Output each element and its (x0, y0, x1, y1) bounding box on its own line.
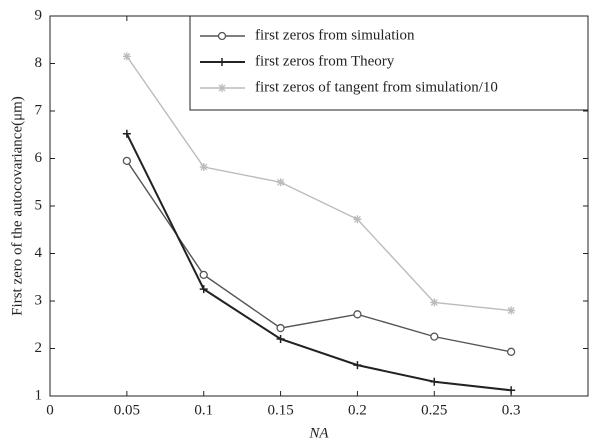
marker-plus (276, 335, 285, 343)
x-tick-label: 0.1 (194, 402, 213, 418)
x-tick-label: 0.25 (421, 402, 447, 418)
marker-plus (430, 377, 439, 386)
marker-star (353, 215, 362, 224)
series-line (125, 133, 512, 392)
legend-label: first zeros from Theory (255, 53, 395, 69)
y-tick-label: 9 (35, 7, 43, 23)
marker-circle (217, 31, 227, 41)
y-tick-label: 7 (35, 102, 43, 118)
y-tick-label: 3 (35, 292, 43, 308)
marker-plus (199, 285, 208, 294)
marker (218, 84, 226, 92)
marker (218, 58, 226, 66)
y-tick-label: 4 (35, 245, 43, 261)
marker-star (430, 298, 439, 307)
marker (430, 332, 439, 341)
legend-box (189, 15, 589, 111)
marker-circle (122, 156, 132, 166)
marker (507, 306, 516, 315)
marker (276, 178, 285, 187)
x-axis-label: NA (308, 425, 329, 441)
marker (430, 298, 439, 307)
marker (199, 163, 208, 172)
y-tick-label: 5 (35, 197, 43, 213)
y-axis-label: First zero of the autocovariance(μm) (9, 96, 25, 316)
legend-label: first zeros from simulation (255, 27, 415, 43)
marker (122, 129, 131, 138)
marker-circle (430, 332, 439, 341)
y-tick-label: 8 (35, 55, 43, 71)
marker-star (199, 163, 208, 172)
marker-circle (276, 323, 285, 333)
x-tick-label: 0.15 (267, 402, 293, 418)
marker-star (507, 306, 516, 315)
marker-plus (507, 386, 516, 395)
marker (353, 310, 362, 319)
marker (122, 156, 132, 166)
y-tick-label: 1 (35, 387, 43, 403)
marker (276, 335, 285, 343)
marker (430, 377, 439, 386)
marker-circle (199, 270, 208, 280)
marker (353, 361, 362, 370)
marker-star (276, 178, 285, 187)
marker-star (218, 84, 226, 92)
x-tick-label: 0.05 (114, 402, 140, 418)
marker-circle (353, 310, 362, 319)
marker-plus (353, 361, 362, 370)
marker (199, 270, 208, 280)
marker (507, 386, 516, 395)
x-tick-label: 0.2 (348, 402, 367, 418)
x-tick-label: 0 (46, 402, 54, 418)
marker-plus (122, 129, 131, 138)
marker-circle (506, 347, 516, 356)
y-tick-label: 2 (35, 340, 43, 356)
marker-star (122, 52, 131, 61)
marker (122, 52, 131, 61)
marker (506, 347, 516, 356)
marker (199, 285, 208, 294)
series-line (126, 160, 512, 353)
y-tick-label: 6 (35, 150, 43, 166)
x-tick-label: 0.3 (502, 402, 521, 418)
legend-label: first zeros of tangent from simulation/1… (255, 79, 498, 95)
marker (276, 323, 285, 333)
marker (217, 31, 227, 41)
series-line (126, 55, 512, 312)
marker-plus (218, 58, 226, 66)
marker (353, 215, 362, 224)
